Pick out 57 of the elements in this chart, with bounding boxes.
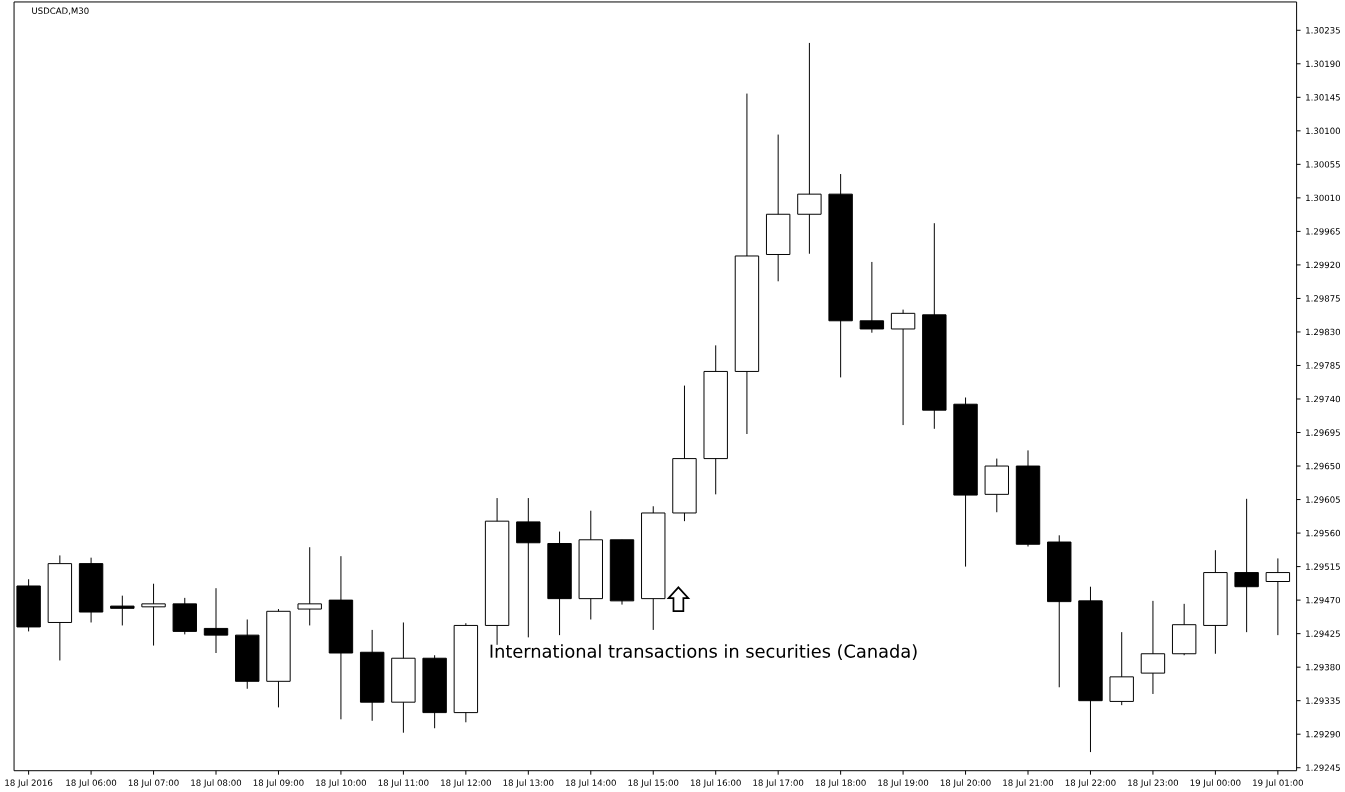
x-tick-label: 18 Jul 08:00 [191, 779, 242, 788]
x-tick-label: 19 Jul 00:00 [1190, 779, 1241, 788]
y-tick-label: 1.30145 [1306, 94, 1340, 101]
y-tick-label: 1.29245 [1306, 764, 1340, 771]
y-tick-label: 1.29695 [1306, 429, 1340, 436]
candlestick [1265, 557, 1291, 636]
y-tick-label: 1.29470 [1306, 596, 1341, 604]
x-tick-label: 18 Jul 21:00 [1003, 779, 1054, 788]
x-tick-label: 18 Jul 2016 [5, 779, 53, 788]
x-tick-label: 18 Jul 14:00 [566, 779, 616, 788]
x-tick-label: 18 Jul 10:00 [316, 779, 367, 788]
x-tick-label: 18 Jul 17:00 [753, 779, 804, 788]
x-tick-label: 18 Jul 06:00 [66, 779, 117, 788]
y-tick-label: 1.29650 [1306, 462, 1341, 470]
x-tick-label: 18 Jul 23:00 [1128, 779, 1179, 788]
x-tick-label: 19 Jul 01:00 [1253, 779, 1303, 788]
x-tick-label: 18 Jul 12:00 [441, 779, 491, 788]
y-tick-label: 1.29875 [1306, 295, 1340, 302]
x-tick-label: 18 Jul 18:00 [815, 779, 866, 788]
x-tick-label: 18 Jul 22:00 [1065, 779, 1116, 788]
x-tick-label: 18 Jul 09:00 [253, 779, 304, 788]
y-tick-label: 1.29605 [1306, 496, 1340, 503]
x-tick-label: 18 Jul 13:00 [503, 779, 554, 788]
y-tick-label: 1.30235 [1306, 27, 1340, 34]
x-tick-label: 18 Jul 15:00 [628, 779, 679, 788]
annotation: International transactions in securities (Canada) [490, 644, 917, 661]
text: USDCAD,M30 [32, 7, 89, 15]
candlestick [203, 587, 229, 654]
x-tick-label: 18 Jul 11:00 [378, 779, 429, 788]
y-tick-label: 1.29515 [1306, 563, 1340, 570]
y-tick-label: 1.30055 [1306, 161, 1340, 168]
y-tick-label: 1.29335 [1306, 697, 1340, 704]
y-tick-label: 1.30100 [1306, 127, 1341, 135]
x-tick-label: 18 Jul 07:00 [128, 779, 179, 788]
y-tick-label: 1.29290 [1306, 731, 1341, 738]
y-tick-label: 1.29425 [1306, 630, 1340, 637]
y-tick-label: 1.29785 [1306, 362, 1340, 369]
y-tick-label: 1.29920 [1306, 261, 1341, 269]
y-tick-label: 1.29560 [1306, 529, 1341, 537]
candlestick [859, 261, 885, 334]
candlestick [890, 309, 916, 426]
candlestick [516, 497, 541, 638]
y-tick-label: 1.29740 [1306, 395, 1341, 403]
candlestick [297, 546, 322, 626]
candlestick [1140, 600, 1166, 695]
y-tick-label: 1.30190 [1306, 60, 1341, 68]
y-tick-label: 1.29965 [1306, 228, 1340, 235]
candlestick [797, 42, 822, 255]
y-tick-label: 1.29830 [1306, 328, 1341, 336]
x-tick-label: 18 Jul 16:00 [690, 779, 741, 788]
x-tick-label: 18 Jul 20:00 [940, 779, 991, 788]
y-tick-label: 1.30010 [1306, 194, 1341, 202]
x-tick-label: 18 Jul 19:00 [878, 779, 929, 788]
candlestick [141, 583, 166, 647]
y-tick-label: 1.29380 [1306, 663, 1341, 671]
candlestick [1234, 498, 1259, 633]
candlestick [110, 595, 135, 626]
